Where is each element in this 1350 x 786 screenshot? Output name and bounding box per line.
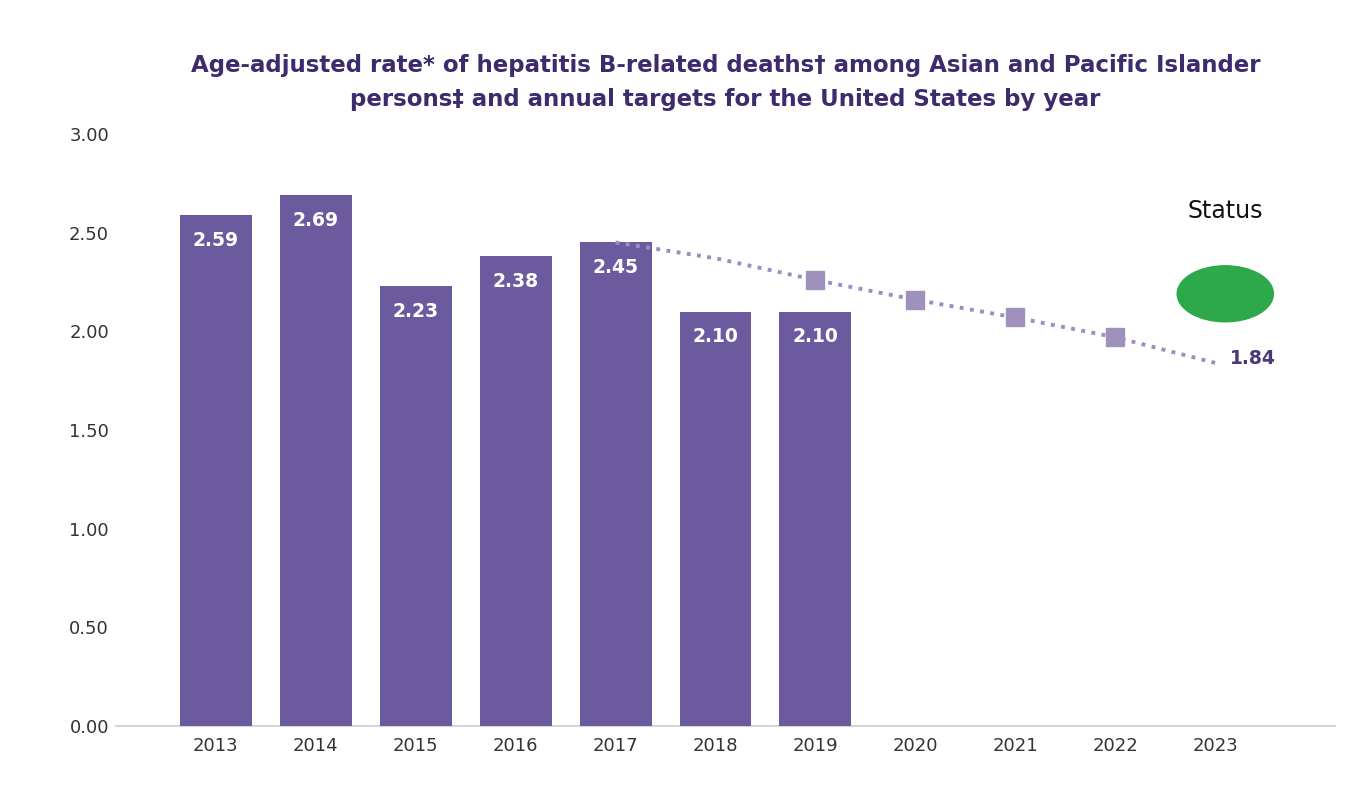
Text: 2.69: 2.69 (293, 211, 339, 230)
Bar (679, 311, 752, 726)
Bar (279, 195, 352, 726)
Text: 2.59: 2.59 (193, 230, 239, 250)
Text: 1.84: 1.84 (1230, 350, 1276, 369)
Text: 2.10: 2.10 (792, 327, 838, 347)
Bar (180, 215, 252, 726)
Bar (779, 311, 852, 726)
Bar (379, 286, 452, 726)
Text: ✓: ✓ (1211, 277, 1239, 310)
Text: 2.38: 2.38 (493, 272, 539, 291)
Text: 2.45: 2.45 (593, 259, 639, 277)
Text: 2.23: 2.23 (393, 302, 439, 321)
Bar (579, 242, 652, 726)
Title: Age-adjusted rate* of hepatitis B-related deaths† among Asian and Pacific Island: Age-adjusted rate* of hepatitis B-relate… (190, 54, 1260, 111)
Text: 2.10: 2.10 (693, 327, 738, 347)
Bar (479, 256, 552, 726)
Text: Status: Status (1188, 199, 1264, 223)
